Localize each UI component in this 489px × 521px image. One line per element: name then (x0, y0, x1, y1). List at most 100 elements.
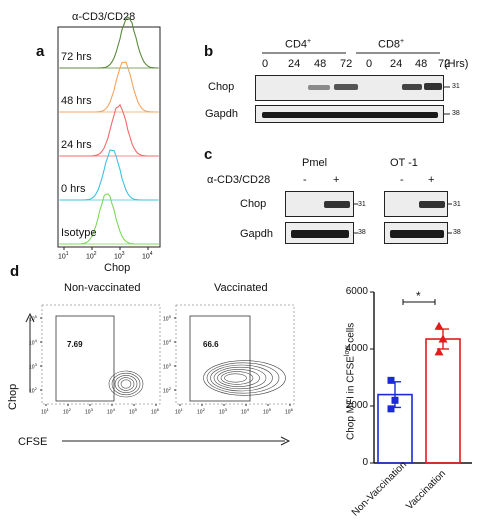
panel-a-letter: a (36, 43, 45, 60)
panel-b-gapdh-blot (255, 105, 444, 123)
flow-gate (189, 315, 251, 402)
panel-c-mw-chop-1: 31 (358, 201, 366, 208)
blot-band (262, 112, 438, 118)
flow-xtick-label: 106 (285, 407, 293, 416)
flow-ytick-label: 103 (29, 362, 37, 371)
panel-a-xtick-label: 104 (142, 251, 153, 261)
panel-b-group1: CD4+ (285, 38, 312, 51)
panel-a-xtick-label: 101 (58, 251, 69, 261)
chart-bar (425, 338, 461, 464)
panel-b-timepoint: 72 (340, 58, 353, 70)
panel-b-row-label-chop: Chop (208, 81, 235, 93)
panel-c-row-label-gapdh: Gapdh (240, 228, 274, 240)
chart-ytick-label: 6000 (345, 286, 368, 297)
chart-ylabel: Chop MFI in CFSElow cells (344, 322, 357, 440)
panel-b-letter: b (204, 43, 214, 60)
flow-contour (111, 372, 141, 396)
panel-b-timepoint: 0 (262, 58, 269, 70)
panel-b-group2: CD8+ (378, 38, 405, 51)
panel-b-row-label-gapdh: Gapdh (205, 108, 239, 120)
panel-c-pmel-chop-blot (285, 191, 354, 217)
flow-xtick-label: 102 (63, 407, 71, 416)
panel-b-mw-chop: 31 (452, 83, 460, 90)
significance-star: * (416, 289, 421, 303)
flow-contour (224, 373, 247, 383)
flow-xtick-label: 101 (175, 407, 183, 416)
flow-contour (213, 366, 267, 390)
flow-plot-frame (175, 304, 295, 405)
blot-band (291, 230, 349, 238)
chart-point (387, 376, 395, 384)
panel-d-plot2-title: Vaccinated (214, 282, 268, 294)
blot-band (308, 85, 330, 90)
flow-ytick-label: 102 (29, 386, 37, 395)
panel-c-group2: OT -1 (390, 157, 418, 169)
panel-b-chop-blot (255, 75, 444, 101)
panel-c-treatment-state: - (400, 174, 404, 186)
panel-b-timepoint: 48 (415, 58, 428, 70)
histogram-track-label: 48 hrs (61, 95, 92, 107)
flow-ytick-label: 104 (163, 338, 171, 347)
panel-c-mw-gapdh-2: 38 (453, 229, 461, 236)
panel-d-x-axis-label: CFSE (18, 436, 48, 448)
panel-c-mw-gapdh-1: 38 (358, 229, 366, 236)
panel-c-treatment-state: - (303, 174, 307, 186)
flow-contour (117, 377, 135, 391)
flow-xtick-label: 105 (129, 407, 137, 416)
flow-xtick-label: 105 (263, 407, 271, 416)
panel-a-title: α-CD3/CD28 (72, 11, 136, 23)
panel-c-row-label-chop: Chop (240, 198, 267, 210)
blot-band (402, 84, 422, 90)
panel-b-timepoint: 0 (366, 58, 373, 70)
histogram-track-label: 0 hrs (61, 183, 86, 195)
flow-ytick-label: 105 (163, 314, 171, 323)
panel-b-mw-gapdh: 38 (452, 110, 460, 117)
chart-point (391, 396, 399, 404)
flow-contour (108, 370, 144, 398)
blot-band (390, 230, 444, 238)
panel-c-treatment-state: + (428, 174, 435, 186)
panel-b-unit: (Hrs) (444, 58, 469, 70)
chart-point (434, 321, 444, 330)
panel-a-xtick-label: 102 (86, 251, 97, 261)
panel-c-letter: c (204, 146, 213, 163)
flow-ytick-label: 102 (163, 386, 171, 395)
flow-xtick-label: 102 (197, 407, 205, 416)
flow-xtick-label: 103 (219, 407, 227, 416)
y-axis-arrow-head (25, 312, 35, 323)
flow-xtick-label: 104 (241, 407, 249, 416)
panel-b-timepoint: 24 (390, 58, 403, 70)
panel-c-pmel-gapdh-blot (285, 222, 354, 244)
panel-d-plot1-title: Non-vaccinated (64, 282, 141, 294)
histogram-track-label: 24 hrs (61, 139, 92, 151)
flow-contour (120, 379, 132, 389)
chart-point (434, 347, 444, 356)
panel-d-letter: d (10, 263, 20, 280)
flow-contour (217, 369, 260, 387)
flow-ytick-label: 103 (163, 362, 171, 371)
chart-point (387, 405, 395, 413)
panel-c-ot1-chop-blot (384, 191, 448, 217)
chart-ytick-label: 0 (362, 457, 368, 468)
flow-ytick-label: 104 (29, 338, 37, 347)
flow-contour (220, 371, 254, 385)
histogram-track-label: Isotype (61, 227, 97, 239)
panel-b-timepoint: 72 (438, 58, 451, 70)
panel-c-mw-chop-2: 31 (453, 201, 461, 208)
chart-ytick-label: 2000 (345, 400, 368, 411)
flow-gate (55, 315, 115, 402)
flow-contour (206, 362, 280, 394)
flow-xtick-label: 104 (107, 407, 115, 416)
flow-contour (203, 360, 286, 396)
gate-value-vaccinated: 66.6 (203, 340, 219, 349)
panel-b-timepoint: 24 (288, 58, 301, 70)
flow-ytick-label: 105 (29, 314, 37, 323)
flow-contour (210, 364, 273, 392)
blot-band (419, 201, 445, 208)
panel-a-frame (57, 26, 161, 248)
blot-band (424, 83, 442, 90)
gate-value-nonvaccinated: 7.69 (67, 340, 83, 349)
panel-a-xlabel: Chop (104, 262, 131, 274)
blot-band (334, 84, 358, 90)
